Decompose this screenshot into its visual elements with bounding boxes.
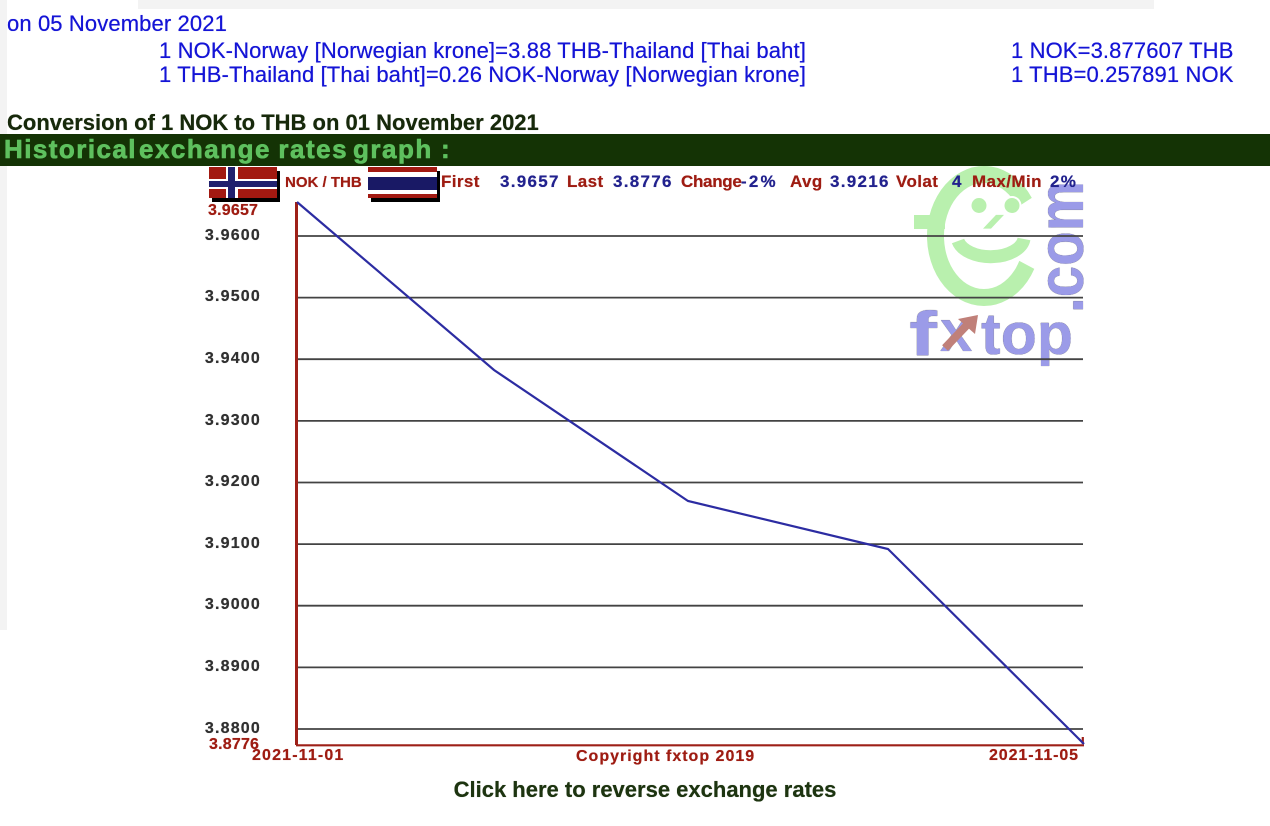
svg-text:.com: .com xyxy=(1026,181,1098,313)
svg-text:top: top xyxy=(981,302,1073,367)
svg-text:f: f xyxy=(909,300,937,369)
